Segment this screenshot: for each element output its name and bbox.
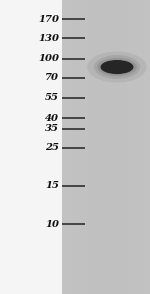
Bar	[141, 0, 144, 294]
Bar	[135, 0, 138, 294]
Text: 15: 15	[45, 181, 59, 190]
Text: 55: 55	[45, 93, 59, 102]
Bar	[86, 0, 88, 294]
Bar	[80, 0, 83, 294]
Bar	[147, 0, 150, 294]
Bar	[62, 0, 150, 294]
Bar	[77, 0, 80, 294]
Bar	[106, 0, 109, 294]
Bar	[129, 0, 132, 294]
Bar	[92, 0, 94, 294]
Bar	[121, 0, 124, 294]
Bar	[88, 0, 92, 294]
Text: 130: 130	[38, 34, 59, 43]
Bar	[132, 0, 135, 294]
Bar	[118, 0, 121, 294]
Bar	[144, 0, 147, 294]
Bar	[100, 0, 103, 294]
Text: 100: 100	[38, 54, 59, 63]
Ellipse shape	[87, 51, 147, 83]
Text: 10: 10	[45, 220, 59, 228]
Bar	[94, 0, 97, 294]
Ellipse shape	[97, 58, 137, 76]
Bar	[65, 0, 68, 294]
Bar	[97, 0, 100, 294]
Bar	[74, 0, 77, 294]
Bar	[115, 0, 118, 294]
Text: 35: 35	[45, 124, 59, 133]
Bar	[112, 0, 115, 294]
Bar	[62, 0, 65, 294]
Bar	[127, 0, 129, 294]
Bar	[124, 0, 127, 294]
Bar	[71, 0, 74, 294]
Bar	[103, 0, 106, 294]
Bar	[109, 0, 112, 294]
Text: 40: 40	[45, 114, 59, 123]
Bar	[68, 0, 71, 294]
Bar	[83, 0, 86, 294]
Ellipse shape	[100, 60, 134, 74]
Text: 70: 70	[45, 74, 59, 82]
Bar	[138, 0, 141, 294]
Text: 25: 25	[45, 143, 59, 152]
Ellipse shape	[94, 55, 140, 79]
Text: 170: 170	[38, 15, 59, 24]
Bar	[0, 0, 62, 294]
